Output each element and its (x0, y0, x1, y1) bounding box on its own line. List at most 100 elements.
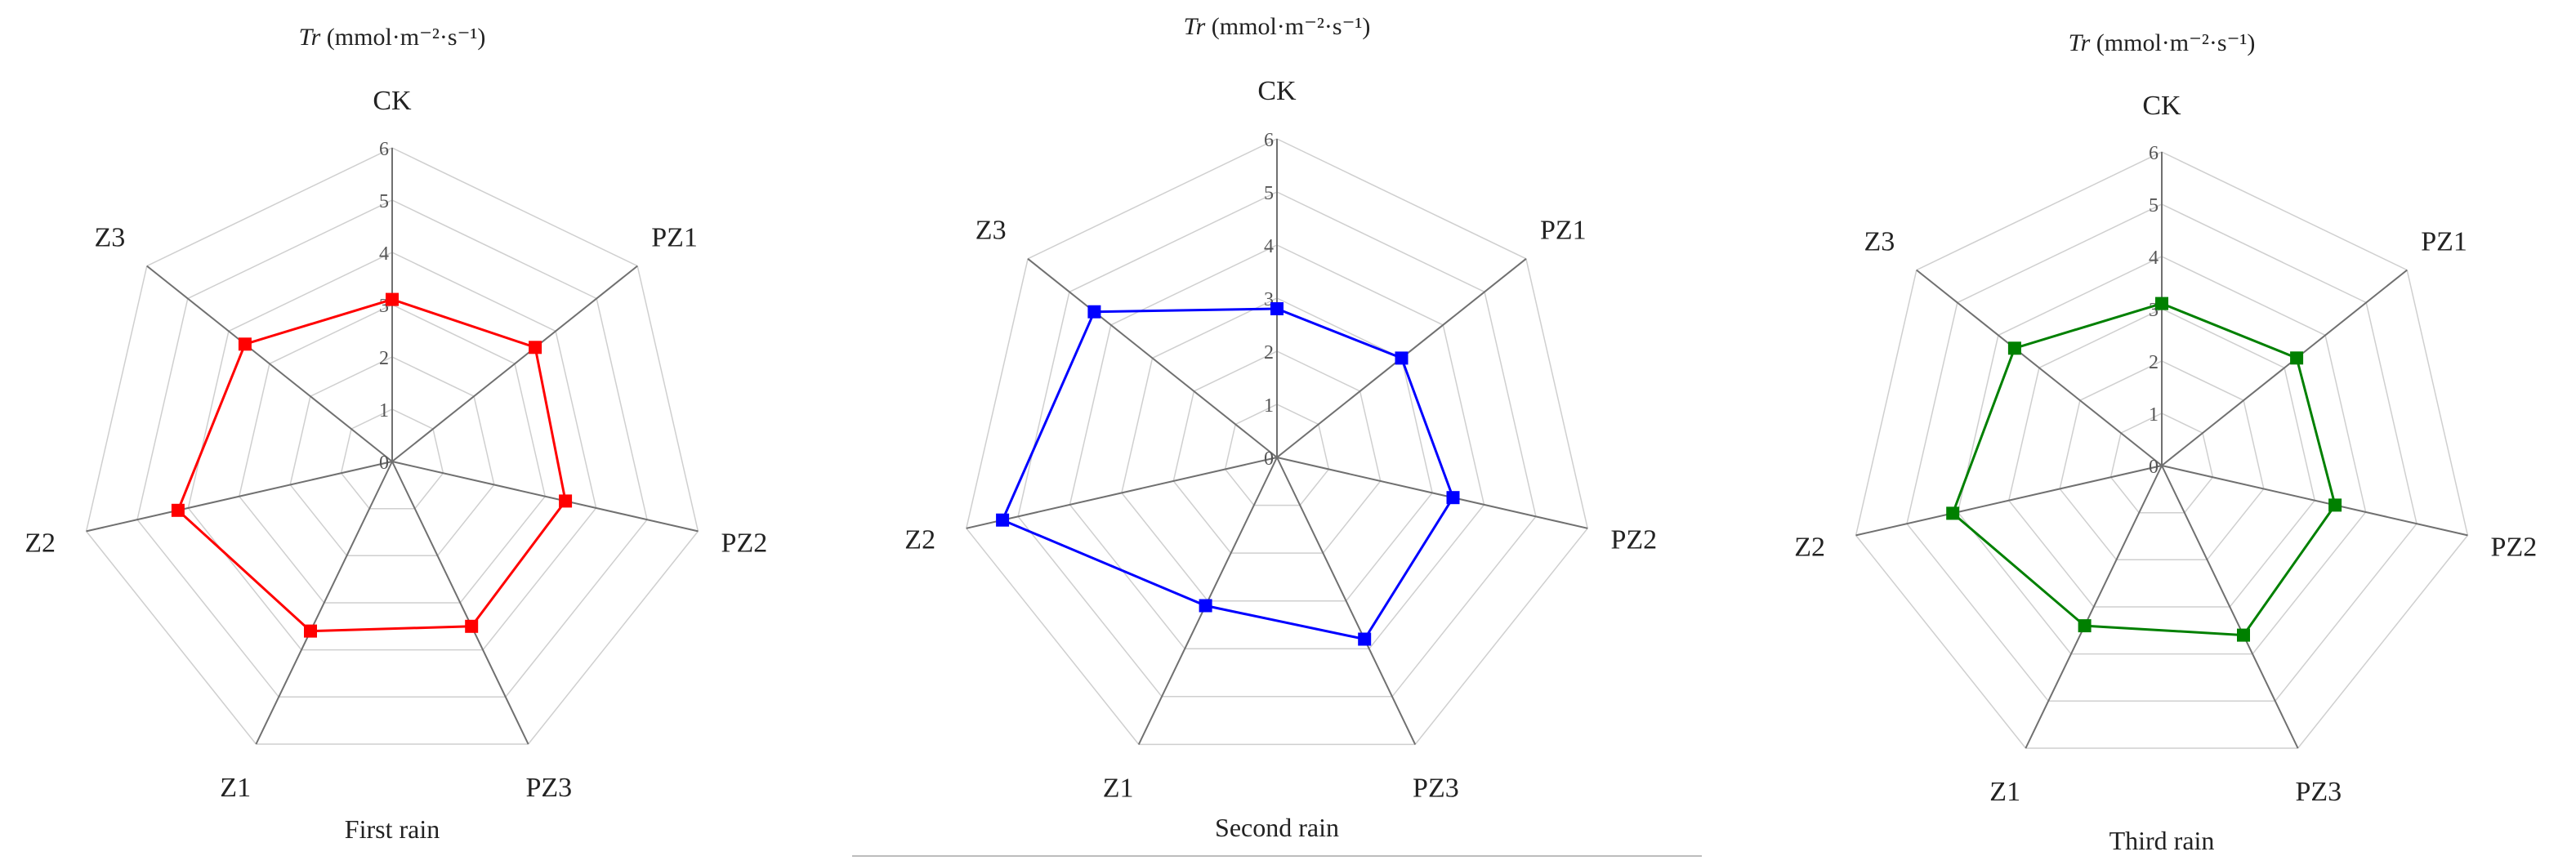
category-label: Z3 (975, 216, 1007, 246)
variable-label: Tr (1184, 13, 1212, 40)
grid-ring (1957, 256, 2367, 655)
panel-caption: Third rain (2109, 826, 2215, 855)
data-point (996, 513, 1010, 527)
grid-ring (965, 138, 1589, 746)
category-label: PZ2 (1610, 525, 1657, 555)
category-label: Z2 (1794, 532, 1825, 562)
tick-label: 4 (379, 243, 389, 265)
tick-label: 6 (1264, 130, 1274, 151)
grid-ring (2109, 412, 2214, 514)
tick-label: 0 (1264, 448, 1274, 470)
data-point (559, 494, 573, 508)
panel-caption: First rain (345, 814, 440, 844)
grid-ring (2007, 308, 2316, 608)
category-label: PZ1 (2421, 226, 2467, 256)
axis-spoke (1855, 465, 2163, 537)
grid-ring (1069, 244, 1485, 650)
tick-label: 1 (379, 400, 389, 421)
axis-spoke (255, 461, 393, 745)
unit-label: (mmol·m⁻²·s⁻¹) (1212, 13, 1371, 40)
series-line (1951, 302, 2337, 637)
data-point (1446, 491, 1460, 505)
grid-ring (1121, 297, 1433, 602)
grid-ring (187, 252, 597, 651)
grid-ring (1855, 151, 2469, 749)
axis-spoke (1027, 258, 1278, 458)
category-label: CK (1257, 76, 1297, 106)
tick-label: 5 (379, 191, 389, 212)
unit-label: (mmol·m⁻²·s⁻¹) (327, 24, 486, 51)
category-label: PZ1 (1540, 216, 1587, 246)
grid-ring (2059, 360, 2265, 561)
tick-label: 5 (2149, 195, 2159, 216)
variable-label: Tr (2069, 29, 2096, 56)
category-label: Z2 (25, 528, 56, 558)
axis-spoke (2161, 269, 2408, 466)
category-label: Z3 (1864, 226, 1895, 256)
data-point (465, 619, 479, 633)
axis-spoke (1276, 457, 1588, 529)
data-point (386, 292, 399, 306)
axis-spoke (1276, 457, 1417, 745)
category-label: PZ3 (525, 773, 572, 803)
axis-spoke (391, 461, 699, 533)
category-label: PZ1 (651, 222, 698, 252)
tick-label: 1 (2149, 404, 2159, 426)
series-line (176, 298, 567, 633)
tick-label: 0 (2149, 457, 2159, 478)
category-label: CK (373, 86, 412, 116)
data-point (238, 337, 252, 351)
tick-label: 1 (1264, 395, 1274, 417)
axis-spoke (391, 265, 638, 462)
grid-ring (289, 356, 495, 557)
grid-ring (1224, 404, 1330, 506)
tick-label: 4 (2149, 247, 2159, 269)
data-point (1199, 599, 1212, 613)
tick-label: 0 (379, 453, 389, 474)
data-point (2290, 351, 2304, 365)
variable-label: Tr (299, 24, 327, 51)
category-label: PZ3 (1413, 774, 1459, 804)
panel-caption: Second rain (1215, 813, 1339, 842)
category-label: PZ2 (721, 528, 768, 558)
axis-title: Tr (mmol·m⁻²·s⁻¹) (2069, 29, 2256, 56)
axis-spoke (2161, 465, 2468, 537)
axis-spoke (146, 265, 393, 462)
tick-label: 2 (1264, 342, 1274, 363)
category-label: Z2 (904, 525, 935, 555)
data-point (2007, 341, 2021, 355)
data-point (1358, 632, 1372, 646)
data-point (1946, 506, 1960, 520)
data-point (2237, 628, 2250, 642)
category-label: Z1 (220, 773, 251, 803)
category-label: Z1 (1989, 777, 2020, 807)
axis-spoke (966, 457, 1278, 529)
data-point (171, 503, 185, 517)
axis-title: Tr (mmol·m⁻²·s⁻¹) (1184, 13, 1371, 40)
axis-spoke (2025, 465, 2163, 749)
category-label: PZ2 (2491, 532, 2538, 562)
data-point (1395, 351, 1409, 365)
grid-ring (85, 147, 699, 745)
grid-ring (340, 408, 444, 510)
data-point (1270, 302, 1284, 315)
axis-spoke (391, 461, 529, 745)
grid-ring (1017, 191, 1537, 698)
tick-label: 6 (2149, 143, 2159, 164)
axis-title: Tr (mmol·m⁻²·s⁻¹) (299, 24, 486, 51)
tick-label: 5 (1264, 183, 1274, 204)
data-point (2078, 619, 2092, 633)
tick-label: 6 (379, 139, 389, 160)
tick-label: 2 (2149, 352, 2159, 373)
grid-ring (1906, 203, 2418, 702)
data-point (2155, 297, 2168, 310)
grid-ring (136, 199, 648, 698)
data-point (304, 624, 317, 638)
data-point (2328, 498, 2342, 512)
grid-ring (1172, 350, 1382, 554)
